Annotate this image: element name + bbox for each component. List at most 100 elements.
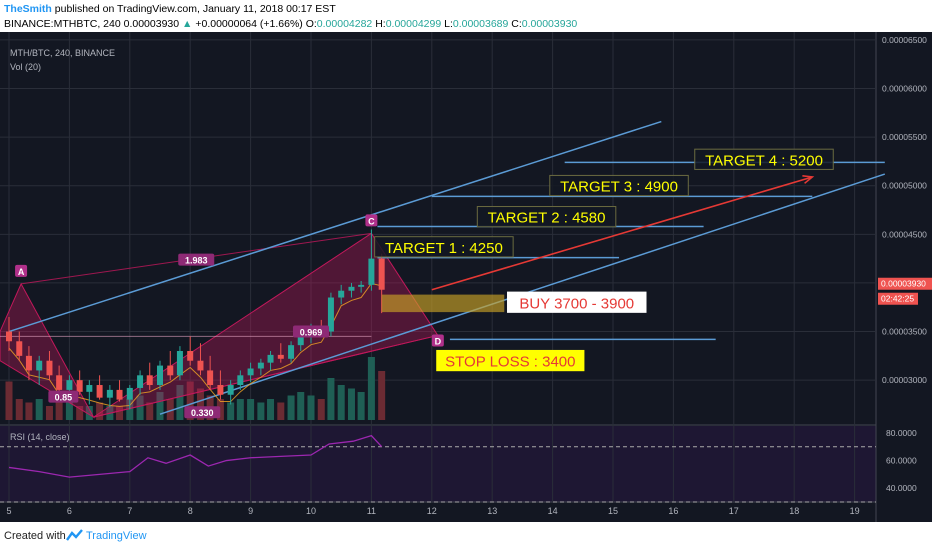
- volume-bar: [236, 399, 244, 420]
- buy-label-box: [507, 291, 647, 313]
- candle: [36, 355, 43, 386]
- volume-bar: [378, 371, 386, 420]
- candle: [187, 336, 194, 366]
- countdown-tag-label: 02:42:25: [881, 294, 914, 304]
- publish-line: TheSmith published on TradingView.com, J…: [4, 3, 336, 15]
- candle-body: [237, 375, 244, 386]
- volume-bar: [257, 402, 265, 420]
- candle-body: [348, 286, 355, 291]
- candle-body: [167, 365, 174, 376]
- candle-body: [368, 258, 375, 285]
- time-tick-label: 12: [427, 506, 437, 516]
- last-price-tag: [878, 277, 932, 290]
- volume-bar: [65, 399, 73, 420]
- stop-loss-label-box: [436, 349, 585, 372]
- candle: [227, 380, 234, 405]
- harmonic-ratio-label: 1.983: [185, 256, 208, 266]
- volume-bar: [216, 399, 224, 420]
- volume-bar: [136, 395, 144, 420]
- time-tick-label: 11: [367, 506, 376, 516]
- time-tick-label: 16: [668, 506, 678, 516]
- harmonic-point-marker: [365, 214, 378, 227]
- time-tick-label: 6: [67, 506, 72, 516]
- chart-legend-title: MTH/BTC, 240, BINANCE: [10, 48, 115, 58]
- volume-bar: [126, 399, 134, 420]
- time-tick-label: 8: [188, 506, 193, 516]
- high-value: 0.00004299: [385, 18, 442, 30]
- open-label: O:: [305, 18, 317, 30]
- price-chart[interactable]: 0.00006500 0.00006000 0.00005500 0.00005000…: [0, 32, 932, 522]
- publish-info: published on TradingView.com, January 11…: [54, 3, 336, 15]
- volume-bar: [317, 399, 325, 420]
- candle-body: [76, 380, 83, 392]
- candle-body: [288, 345, 295, 359]
- time-tick-label: 5: [6, 506, 11, 516]
- time-tick-label: 9: [248, 506, 253, 516]
- volume-bar: [15, 399, 23, 420]
- candle: [167, 350, 174, 381]
- chart-area[interactable]: 0.00006500 0.00006000 0.00005500 0.00005000…: [0, 32, 932, 522]
- candle: [86, 380, 93, 405]
- candle-body: [257, 362, 264, 369]
- volume-bar: [267, 399, 275, 420]
- volume-bar: [287, 395, 295, 420]
- author-link[interactable]: TheSmith: [4, 3, 52, 15]
- candle: [56, 365, 63, 395]
- rsi-tick-label: 40.0000: [886, 483, 917, 493]
- candle-body: [176, 350, 183, 376]
- volume-bar: [337, 385, 345, 420]
- candle-body: [96, 385, 103, 398]
- candle: [126, 385, 133, 410]
- candle: [25, 346, 32, 381]
- volume-bar: [357, 392, 365, 420]
- candle: [96, 375, 103, 400]
- harmonic-point-marker: [15, 264, 28, 277]
- harmonic-ratio-badge: [48, 390, 79, 403]
- harmonic-ratio-label: 0.330: [191, 408, 214, 418]
- price-tick-label: 0.00004500: [882, 229, 927, 239]
- volume-bar: [25, 402, 33, 420]
- last-price-tag-label: 0.00003930: [881, 279, 926, 289]
- candle-body: [36, 360, 43, 371]
- candle-body: [46, 360, 53, 376]
- price-tick-label: 0.00006500: [882, 35, 927, 45]
- price-tick-label: 0.00006000: [882, 83, 927, 93]
- candle-body: [25, 355, 32, 371]
- candle-body: [227, 385, 234, 395]
- volume-bar: [85, 406, 93, 420]
- symbol-label: BINANCE:MTHBTC, 240: [4, 18, 121, 30]
- candle-body: [197, 360, 204, 371]
- volume-bar: [347, 388, 355, 420]
- candle: [257, 358, 264, 376]
- ohlc-line: BINANCE:MTHBTC, 240 0.00003930 ▲ +0.0000…: [4, 18, 577, 30]
- rsi-tick-label: 80.0000: [886, 428, 917, 438]
- candle: [6, 316, 12, 351]
- rsi-pane-background: [0, 426, 876, 502]
- change-value: +0.00000064 (+1.66%): [195, 18, 303, 30]
- candle: [207, 355, 214, 390]
- candle-body: [146, 375, 153, 386]
- candle-body: [126, 387, 133, 400]
- volume-bar: [176, 385, 184, 420]
- candle-body: [137, 375, 144, 388]
- price-tick-label: 0.00005500: [882, 132, 927, 142]
- candle-body: [207, 370, 214, 386]
- harmonic-point-label: C: [368, 216, 375, 226]
- candle: [116, 380, 123, 402]
- candle-body: [106, 389, 113, 398]
- target-1-label: TARGET 1 : 4250: [385, 240, 503, 257]
- close-value: 0.00003930: [521, 18, 578, 30]
- candle: [16, 331, 23, 361]
- stop-loss-label: STOP LOSS : 3400: [445, 354, 575, 371]
- candle-body: [56, 375, 63, 390]
- candle: [137, 370, 144, 395]
- harmonic-ratio-badge: [178, 253, 215, 266]
- tradingview-link[interactable]: TradingView: [86, 530, 147, 542]
- candle: [157, 360, 163, 390]
- candle: [327, 292, 334, 337]
- rsi-legend: RSI (14, close): [10, 432, 70, 442]
- candle: [46, 350, 53, 381]
- candle: [368, 229, 375, 291]
- candle-body: [267, 354, 274, 363]
- time-tick-label: 14: [548, 506, 558, 516]
